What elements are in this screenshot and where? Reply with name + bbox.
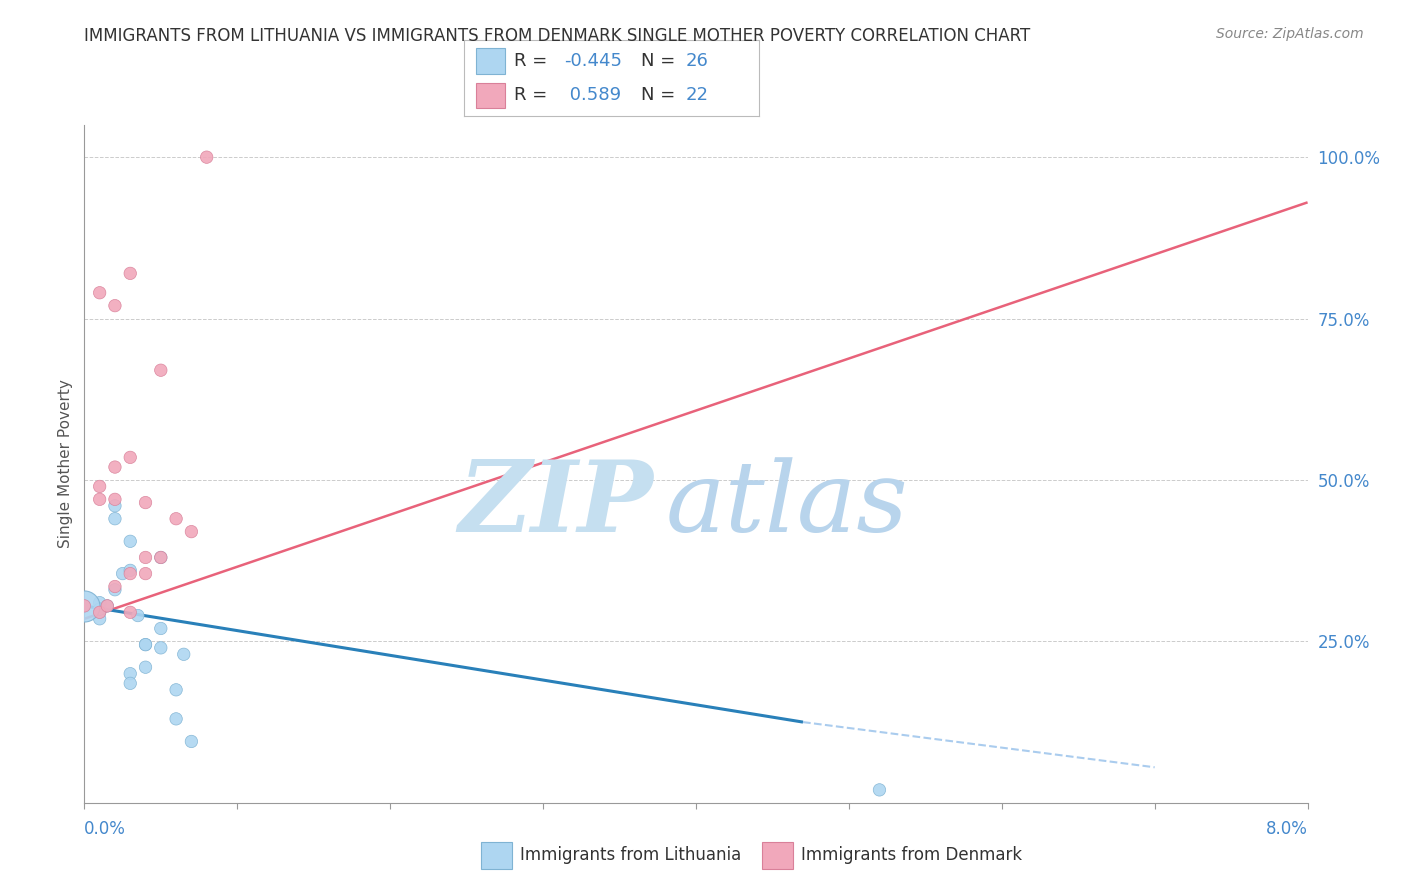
Point	[149, 622, 172, 636]
Text: N =: N =	[641, 87, 681, 104]
Y-axis label: Single Mother Poverty: Single Mother Poverty	[58, 379, 73, 549]
Text: Immigrants from Lithuania: Immigrants from Lithuania	[520, 847, 741, 864]
Point	[135, 550, 157, 565]
Point	[104, 582, 127, 597]
Text: Source: ZipAtlas.com: Source: ZipAtlas.com	[1216, 27, 1364, 41]
Bar	[475, 83, 505, 109]
Point	[73, 599, 96, 613]
Point	[96, 599, 118, 613]
Point	[173, 648, 195, 662]
Point	[120, 266, 142, 280]
Point	[180, 734, 202, 748]
Text: N =: N =	[641, 52, 681, 70]
Point	[120, 534, 142, 549]
Point	[104, 460, 127, 475]
Point	[195, 150, 218, 164]
Point	[89, 492, 111, 507]
Point	[89, 285, 111, 300]
Text: ZIP: ZIP	[458, 457, 654, 553]
Point	[120, 605, 142, 619]
Point	[165, 712, 187, 726]
Point	[869, 783, 891, 797]
Point	[89, 596, 111, 610]
Text: atlas: atlas	[665, 457, 908, 552]
Point	[89, 605, 111, 619]
Point	[73, 599, 96, 613]
Point	[120, 566, 142, 581]
Point	[165, 512, 187, 526]
Point	[149, 550, 172, 565]
Point	[165, 682, 187, 697]
Point	[135, 638, 157, 652]
Point	[120, 450, 142, 465]
Point	[135, 495, 157, 509]
Point	[149, 550, 172, 565]
Point	[149, 640, 172, 655]
Point	[135, 660, 157, 674]
Text: Immigrants from Denmark: Immigrants from Denmark	[801, 847, 1022, 864]
Bar	[475, 47, 505, 73]
Point	[127, 608, 149, 623]
Point	[89, 612, 111, 626]
Text: 22: 22	[686, 87, 709, 104]
Point	[120, 563, 142, 577]
Point	[135, 638, 157, 652]
Point	[120, 676, 142, 690]
Point	[180, 524, 202, 539]
Point	[111, 566, 134, 581]
Text: R =: R =	[515, 52, 553, 70]
Text: 0.0%: 0.0%	[84, 820, 127, 838]
Point	[89, 605, 111, 619]
Point	[104, 299, 127, 313]
Text: IMMIGRANTS FROM LITHUANIA VS IMMIGRANTS FROM DENMARK SINGLE MOTHER POVERTY CORRE: IMMIGRANTS FROM LITHUANIA VS IMMIGRANTS …	[84, 27, 1031, 45]
Point	[149, 363, 172, 377]
Text: 0.589: 0.589	[564, 87, 621, 104]
Text: R =: R =	[515, 87, 553, 104]
Point	[120, 666, 142, 681]
Point	[104, 512, 127, 526]
Point	[96, 599, 118, 613]
Point	[73, 599, 96, 613]
Point	[104, 499, 127, 513]
Point	[89, 602, 111, 616]
Text: 26: 26	[686, 52, 709, 70]
Point	[89, 479, 111, 493]
Point	[104, 580, 127, 594]
Point	[135, 566, 157, 581]
Text: 8.0%: 8.0%	[1265, 820, 1308, 838]
Point	[104, 492, 127, 507]
Text: -0.445: -0.445	[564, 52, 623, 70]
